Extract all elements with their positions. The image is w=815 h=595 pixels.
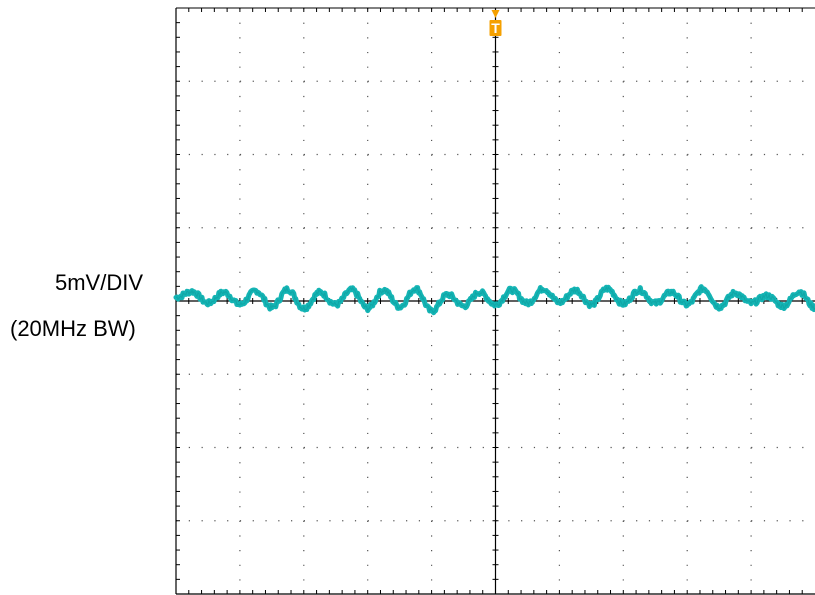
graticule-axes (175, 7, 815, 595)
bandwidth-label: (20MHz BW) (10, 316, 136, 341)
trigger-arrow-icon (491, 10, 500, 18)
trigger-badge (489, 20, 502, 36)
trigger-marker-group: T (489, 10, 502, 36)
volts-per-div-label: 5mV/DIV (55, 270, 144, 295)
waveform-trace-group (173, 284, 815, 316)
waveform-trace-core (175, 285, 815, 314)
trigger-letter: T (491, 20, 500, 36)
